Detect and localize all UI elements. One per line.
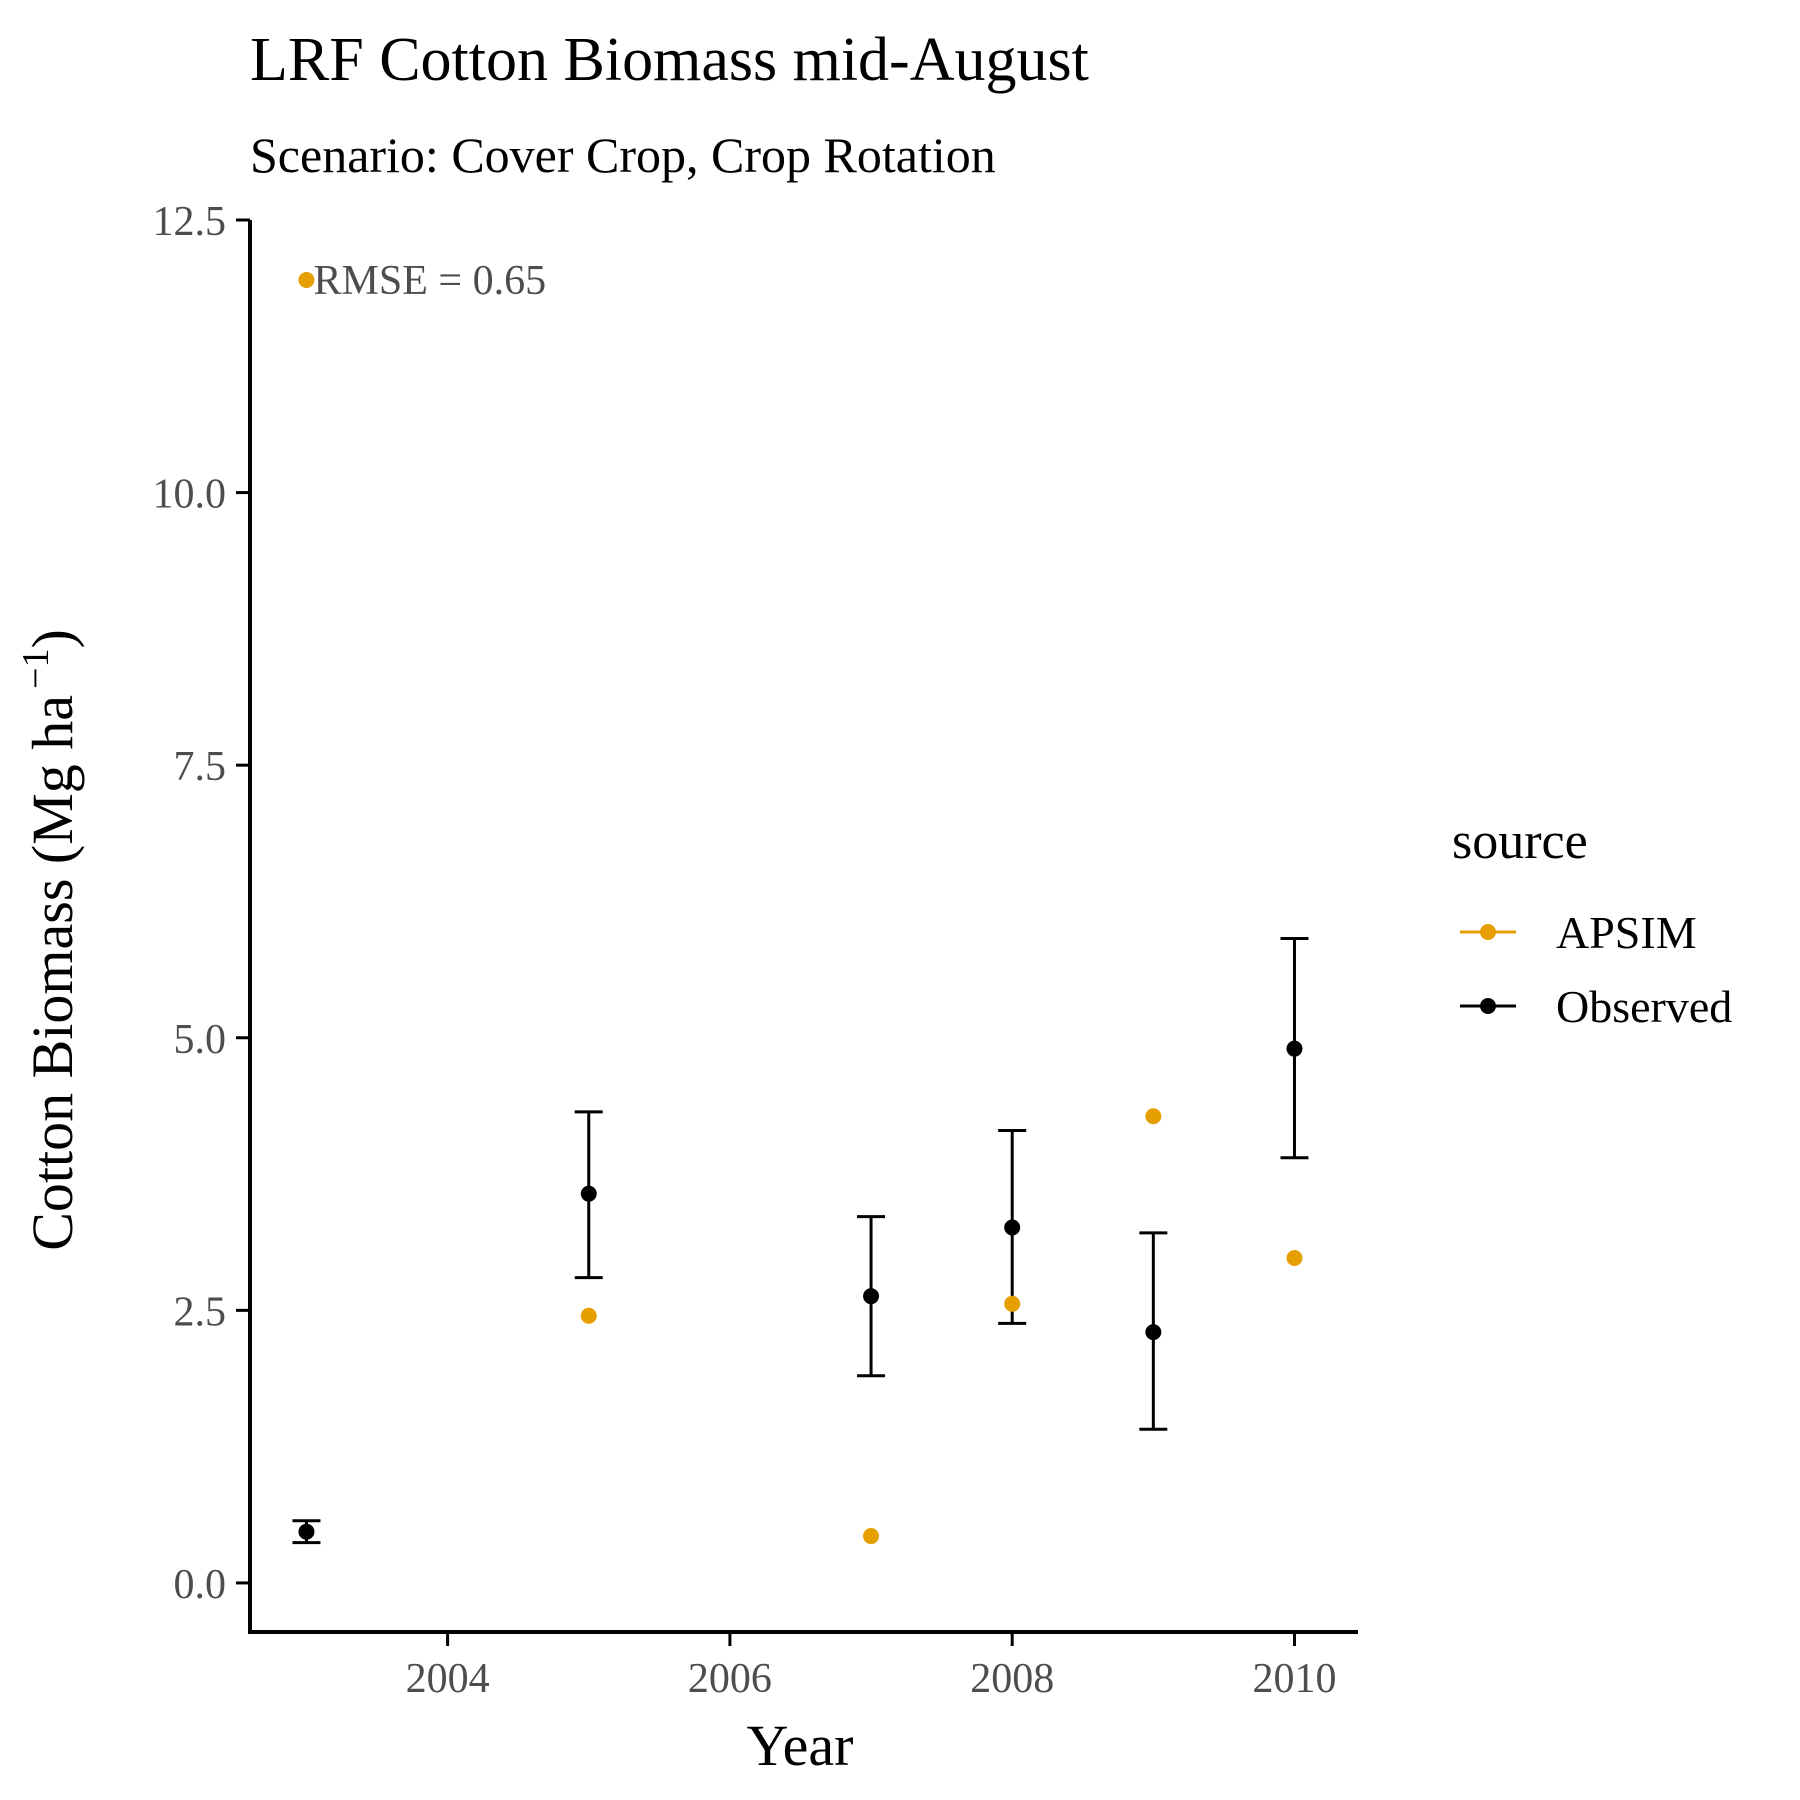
legend: source APSIM Observed [1452,813,1732,1032]
apsim-point [1004,1296,1020,1312]
y-tick-label: 5.0 [174,1017,227,1063]
apsim-point [1286,1250,1302,1266]
y-axis-label-superscript: −1 [15,649,57,689]
y-axis-label-main: Cotton Biomass (Mg ha [20,695,85,1251]
legend-item-apsim: APSIM [1460,907,1697,958]
y-tick-label: 2.5 [174,1289,227,1335]
legend-item-observed: Observed [1460,981,1732,1032]
x-tick-label: 2004 [406,1656,490,1702]
observed-point [863,1288,879,1304]
x-tick-label: 2010 [1252,1656,1336,1702]
observed-point [298,1524,314,1540]
apsim-point [581,1308,597,1324]
apsim-point [1145,1108,1161,1124]
apsim-point [863,1528,879,1544]
observed-point [1004,1219,1020,1235]
legend-label-observed: Observed [1556,981,1732,1032]
legend-title: source [1452,813,1588,870]
x-tick-label: 2006 [688,1656,772,1702]
y-axis-label: Cotton Biomass (Mg ha −1) [15,629,85,1251]
y-tick-label: 10.0 [153,472,227,518]
x-tick-label: 2008 [970,1656,1054,1702]
y-tick-label: 0.0 [174,1562,227,1608]
observed-point [1145,1324,1161,1340]
y-tick-label: 7.5 [174,744,227,790]
y-tick-label: 12.5 [153,199,227,245]
chart-subtitle: Scenario: Cover Crop, Crop Rotation [250,127,996,183]
plot-area: 0.0 2.5 5.0 7.5 10.0 12.5 2004 2006 2008 2010 RMSE… [153,199,1359,1702]
apsim-point [298,272,314,288]
observed-point [581,1186,597,1202]
legend-key-point-observed [1480,998,1496,1014]
y-axis-label-close: ) [20,629,85,648]
x-axis-label: Year [747,1713,854,1778]
chart-title: LRF Cotton Biomass mid-August [250,26,1089,94]
observed-point [1286,1041,1302,1057]
legend-label-apsim: APSIM [1556,907,1697,958]
legend-key-point-apsim [1480,924,1496,940]
rmse-annotation: RMSE = 0.65 [314,258,547,304]
